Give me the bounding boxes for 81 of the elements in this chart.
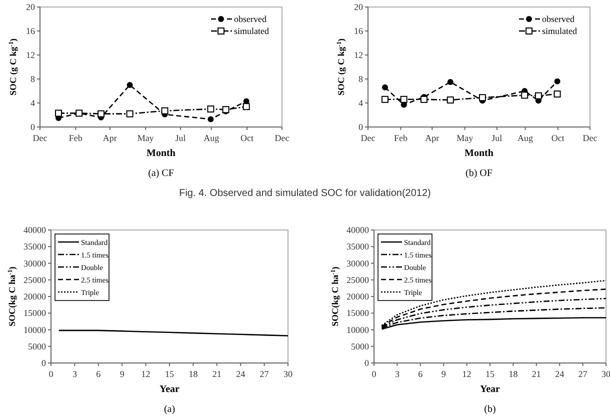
caption: Fig. 4. Observed and simulated SOC for validation(2012) bbox=[179, 188, 431, 199]
y-tick-label: 25000 bbox=[346, 274, 370, 285]
x-tick-label: 15 bbox=[165, 369, 174, 379]
text: (a) bbox=[164, 404, 176, 415]
x-tick-label: 21 bbox=[532, 369, 541, 379]
x-tick-label: 6 bbox=[96, 369, 102, 379]
y-tick-label: 8 bbox=[358, 74, 364, 84]
y-tick-label: 0 bbox=[42, 358, 46, 368]
text: (b) OF bbox=[466, 168, 493, 179]
y-tick-label: 25000 bbox=[24, 274, 46, 285]
x-tick-label: 18 bbox=[188, 369, 198, 379]
text: (a) CF bbox=[148, 168, 174, 179]
y-tick-label: 20 bbox=[354, 2, 364, 12]
x-tick-label: 24 bbox=[236, 369, 246, 379]
x-tick-label: 18 bbox=[508, 369, 518, 379]
y-tick-label: 40000 bbox=[346, 225, 370, 235]
y-tick-label: 5000 bbox=[351, 341, 370, 352]
legend-label: simulated bbox=[234, 26, 270, 36]
y-tick-label: 20000 bbox=[346, 292, 370, 302]
x-tick-label: 27 bbox=[578, 369, 588, 379]
x-tick-label: 0 bbox=[48, 369, 54, 379]
x-axis-title: Year bbox=[160, 384, 180, 395]
x-tick-label: 24 bbox=[555, 369, 565, 379]
y-tick-label: 5000 bbox=[28, 341, 46, 352]
x-tick-label: 21 bbox=[212, 369, 222, 379]
legend-label: simulated bbox=[542, 26, 578, 36]
x-tick-label: 3 bbox=[394, 369, 400, 379]
x-tick-label: 30 bbox=[602, 369, 610, 379]
x-tick-label: 6 bbox=[418, 369, 424, 379]
x-tick-label: Feb bbox=[68, 133, 83, 143]
y-tick-label: 10000 bbox=[24, 324, 46, 335]
x-tick-label: 9 bbox=[120, 369, 125, 379]
y-tick-label: 35000 bbox=[346, 242, 370, 252]
x-tick-label: Jul bbox=[175, 133, 186, 143]
x-tick-label: Apr bbox=[102, 133, 117, 143]
y-tick-label: 10000 bbox=[346, 324, 370, 335]
x-tick-label: Oct bbox=[240, 133, 254, 143]
y-tick-label: 8 bbox=[30, 74, 36, 84]
y-tick-label: 4 bbox=[358, 98, 364, 108]
x-tick-label: Aug bbox=[517, 133, 534, 143]
y-tick-label: 30000 bbox=[24, 258, 46, 268]
x-axis-title: Month bbox=[464, 148, 494, 159]
x-tick-label: 15 bbox=[486, 369, 495, 379]
text: (b) bbox=[484, 404, 496, 415]
x-tick-label: Jul bbox=[492, 133, 503, 143]
y-tick-label: 35000 bbox=[24, 242, 46, 252]
y-tick-label: 15000 bbox=[346, 308, 370, 318]
x-tick-label: Feb bbox=[394, 133, 408, 143]
x-tick-label: Apr bbox=[425, 133, 440, 143]
x-tick-label: Dec bbox=[360, 133, 376, 143]
x-tick-label: 12 bbox=[141, 369, 150, 379]
y-tick-label: 4 bbox=[30, 98, 36, 108]
x-tick-label: Dec bbox=[274, 133, 290, 143]
legend-label: observed bbox=[234, 14, 267, 24]
x-tick-label: Oct bbox=[551, 133, 565, 143]
y-tick-label: 0 bbox=[364, 358, 370, 368]
x-tick-label: Dec bbox=[32, 133, 48, 143]
y-tick-label: 15000 bbox=[24, 308, 46, 318]
x-axis-title: Year bbox=[480, 384, 501, 395]
y-tick-label: 30000 bbox=[346, 258, 370, 268]
y-tick-label: 20000 bbox=[24, 292, 46, 302]
x-tick-label: Dec bbox=[582, 133, 598, 143]
x-axis-title: Month bbox=[146, 148, 176, 159]
x-tick-label: 3 bbox=[72, 369, 78, 379]
y-tick-label: 0 bbox=[30, 122, 36, 132]
y-tick-label: 20 bbox=[26, 2, 36, 12]
x-tick-label: 30 bbox=[284, 369, 293, 379]
x-tick-label: May bbox=[137, 133, 154, 143]
y-tick-label: 12 bbox=[354, 50, 363, 60]
y-tick-label: 40000 bbox=[24, 225, 46, 235]
y-tick-label: 16 bbox=[26, 26, 36, 36]
y-tick-label: 16 bbox=[354, 26, 364, 36]
x-tick-label: 0 bbox=[372, 369, 377, 379]
y-tick-label: 12 bbox=[26, 50, 35, 60]
x-tick-label: 27 bbox=[260, 369, 270, 379]
legend-label: observed bbox=[542, 14, 575, 24]
x-tick-label: 9 bbox=[441, 369, 446, 379]
y-tick-label: 0 bbox=[358, 122, 364, 132]
x-tick-label: 12 bbox=[462, 369, 472, 379]
x-tick-label: May bbox=[456, 133, 474, 143]
x-tick-label: Aug bbox=[204, 133, 220, 143]
